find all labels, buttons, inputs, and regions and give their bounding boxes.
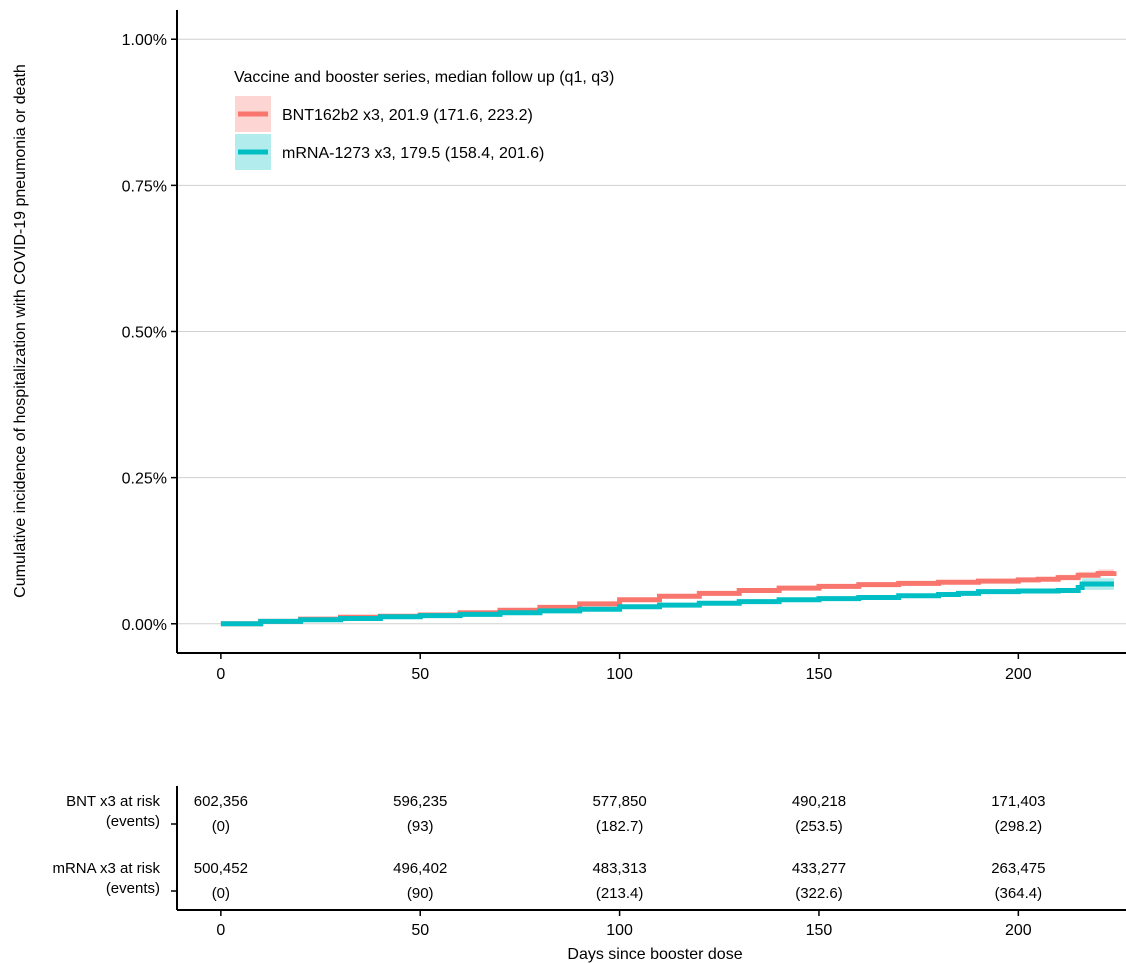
bnt-series-line: [220, 571, 1117, 627]
risk-row-label: mRNA x3 at risk: [52, 860, 160, 877]
x-axis-ticks: 0 50 100 150 200: [216, 653, 1032, 683]
y-axis-ticks: 0.00% 0.25% 0.50% 0.75% 1.00%: [122, 32, 177, 634]
risk-table: BNT x3 at risk (events) 602,356 (0) 596,235 (…: [52, 786, 1126, 963]
risk-row-sublabel: (events): [106, 880, 160, 897]
at-risk-value: 171,403: [991, 793, 1045, 810]
event-count: (253.5): [795, 818, 843, 835]
event-count: (213.4): [596, 885, 644, 902]
at-risk-value: 496,402: [393, 860, 447, 877]
x-tick-label: 200: [1005, 666, 1032, 683]
risk-x-tick-label: 100: [606, 922, 633, 939]
legend-title: Vaccine and booster series, median follo…: [234, 69, 614, 86]
x-tick-label: 50: [411, 666, 429, 683]
risk-x-tick-label: 200: [1005, 922, 1032, 939]
y-tick-label: 0.00%: [122, 617, 167, 634]
risk-x-tick-label: 50: [411, 922, 429, 939]
x-tick-label: 150: [806, 666, 833, 683]
y-tick-label: 0.75%: [122, 178, 167, 195]
risk-row-label: BNT x3 at risk: [66, 793, 160, 810]
at-risk-value: 500,452: [194, 860, 248, 877]
risk-table-x-ticks: 0 50 100 150 200: [216, 910, 1032, 939]
at-risk-value: 596,235: [393, 793, 447, 810]
y-tick-label: 1.00%: [122, 32, 167, 49]
y-axis-title: Cumulative incidence of hospitalization …: [12, 64, 29, 598]
mrna-series-line: [220, 581, 1114, 627]
event-count: (93): [407, 818, 434, 835]
y-tick-label: 0.25%: [122, 471, 167, 488]
y-tick-label: 0.50%: [122, 325, 167, 342]
event-count: (0): [212, 818, 230, 835]
at-risk-value: 433,277: [792, 860, 846, 877]
risk-table-rows: BNT x3 at risk (events) 602,356 (0) 596,235 (…: [52, 793, 1045, 902]
risk-table-x-axis-title: Days since booster dose: [567, 946, 742, 963]
event-count: (90): [407, 885, 434, 902]
at-risk-value: 490,218: [792, 793, 846, 810]
event-count: (364.4): [995, 885, 1043, 902]
event-count: (322.6): [795, 885, 843, 902]
legend-label: mRNA-1273 x3, 179.5 (158.4, 201.6): [282, 145, 544, 162]
legend: Vaccine and booster series, median follo…: [234, 69, 614, 170]
risk-x-tick-label: 150: [806, 922, 833, 939]
at-risk-value: 602,356: [194, 793, 248, 810]
at-risk-value: 483,313: [592, 860, 646, 877]
x-tick-label: 0: [216, 666, 225, 683]
risk-table-axes: [176, 786, 1126, 911]
main-plot: 0.00% 0.25% 0.50% 0.75% 1.00% 0 50 100 150 200 C…: [12, 10, 1126, 683]
y-gridlines: [177, 38, 1126, 625]
at-risk-value: 263,475: [991, 860, 1045, 877]
event-count: (0): [212, 885, 230, 902]
at-risk-value: 577,850: [592, 793, 646, 810]
series-lines: [220, 571, 1117, 627]
x-tick-label: 100: [606, 666, 633, 683]
legend-label: BNT162b2 x3, 201.9 (171.6, 223.2): [282, 107, 533, 124]
event-count: (298.2): [995, 818, 1043, 835]
legend-entries: BNT162b2 x3, 201.9 (171.6, 223.2) mRNA-12…: [235, 96, 544, 170]
risk-row-sublabel: (events): [106, 813, 160, 830]
event-count: (182.7): [596, 818, 644, 835]
risk-x-tick-label: 0: [216, 922, 225, 939]
